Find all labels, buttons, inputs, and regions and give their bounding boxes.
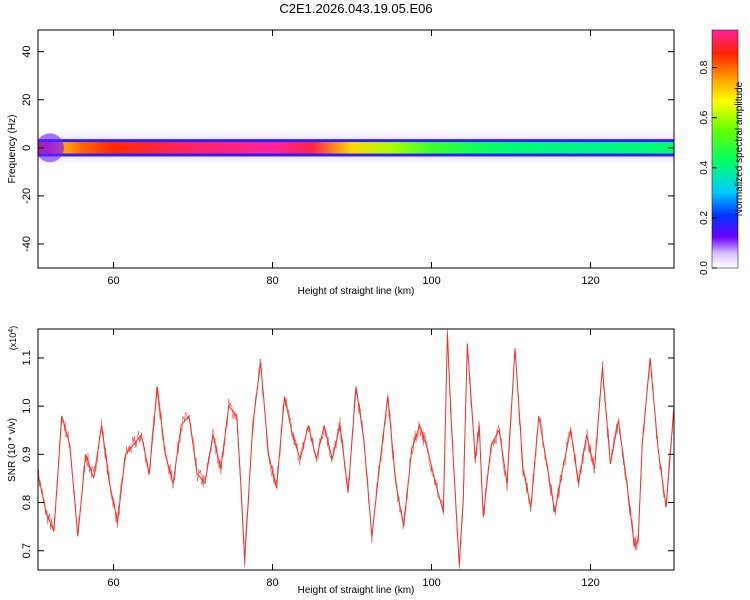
spectrogram-x-tick-label: 100: [422, 275, 440, 287]
snr-x-tick-label: 60: [107, 577, 119, 589]
spectrogram-y-tick-label: 20: [21, 94, 33, 106]
spectrogram-x-tick-label: 60: [107, 275, 119, 287]
figure-title: C2E1.2026.043.19.05.E06: [279, 1, 432, 16]
colorbar-tick-label: 0.6: [699, 110, 710, 124]
spectrogram-start-blob: [38, 133, 64, 163]
snr-y-tick-label: 0.8: [21, 495, 33, 510]
spectrogram-y-tick-label: -20: [21, 188, 33, 204]
colorbar-tick-label: 0.4: [699, 160, 710, 174]
snr-x-ticks: 60 80 100 120: [107, 329, 600, 589]
snr-y-tick-label: 0.7: [21, 543, 33, 558]
colorbar-label: Normalized spectral amplitude: [734, 81, 745, 216]
snr-x-tick-label: 120: [581, 577, 599, 589]
snr-x-tick-label: 80: [266, 577, 278, 589]
colorbar-ticks: 0.0 0.2 0.4 0.6 0.8: [699, 60, 717, 275]
spectrogram-image: [38, 131, 674, 165]
snr-series-line: [38, 333, 674, 566]
snr-y-tick-label: 1.1: [21, 350, 33, 365]
spectrogram-x-tick-label: 120: [581, 275, 599, 287]
spectrogram-x-label: Height of straight line (km): [298, 286, 415, 297]
snr-x-label: Height of straight line (km): [298, 585, 415, 596]
snr-series-noise: [38, 329, 674, 569]
spectrogram-y-tick-label: -40: [21, 236, 33, 252]
snr-panel: 60 80 100 120 0.7 0.8 0.9 1.0 1.1 Height of str…: [7, 326, 675, 596]
snr-y-ticks: 0.7 0.8 0.9 1.0 1.1: [21, 350, 674, 558]
snr-y-tick-label: 0.9: [21, 447, 33, 462]
colorbar-tick-label: 0.0: [699, 261, 710, 275]
spectrogram-frame: [37, 29, 675, 269]
colorbar-tick-label: 0.2: [699, 211, 710, 225]
snr-y-label: SNR (10 * v/v): [7, 418, 18, 482]
spectrogram-x-tick-label: 80: [266, 275, 278, 287]
spectrogram-panel: 60 80 100 120 -40 -20 0 20 40 Height of straigh…: [7, 29, 675, 297]
colorbar: 0.0 0.2 0.4 0.6 0.8 Normalized spectral ampl…: [699, 29, 745, 275]
snr-multiplier: (x104): [8, 326, 18, 350]
snr-y-tick-label: 1.0: [21, 398, 33, 413]
colorbar-tick-label: 0.8: [699, 60, 710, 74]
snr-frame: [37, 328, 675, 571]
spectrogram-y-ticks: -40 -20 0 20 40: [21, 46, 674, 252]
colorbar-gradient: [711, 29, 739, 269]
spectrogram-x-ticks: 60 80 100 120: [107, 30, 600, 287]
spectrogram-y-label: Frequency (Hz): [7, 115, 18, 184]
spectrogram-y-tick-label: 40: [21, 46, 33, 58]
spectrogram-ridge-core: [38, 142, 674, 154]
snr-x-tick-label: 100: [422, 577, 440, 589]
spectrogram-y-tick-label: 0: [21, 145, 33, 151]
